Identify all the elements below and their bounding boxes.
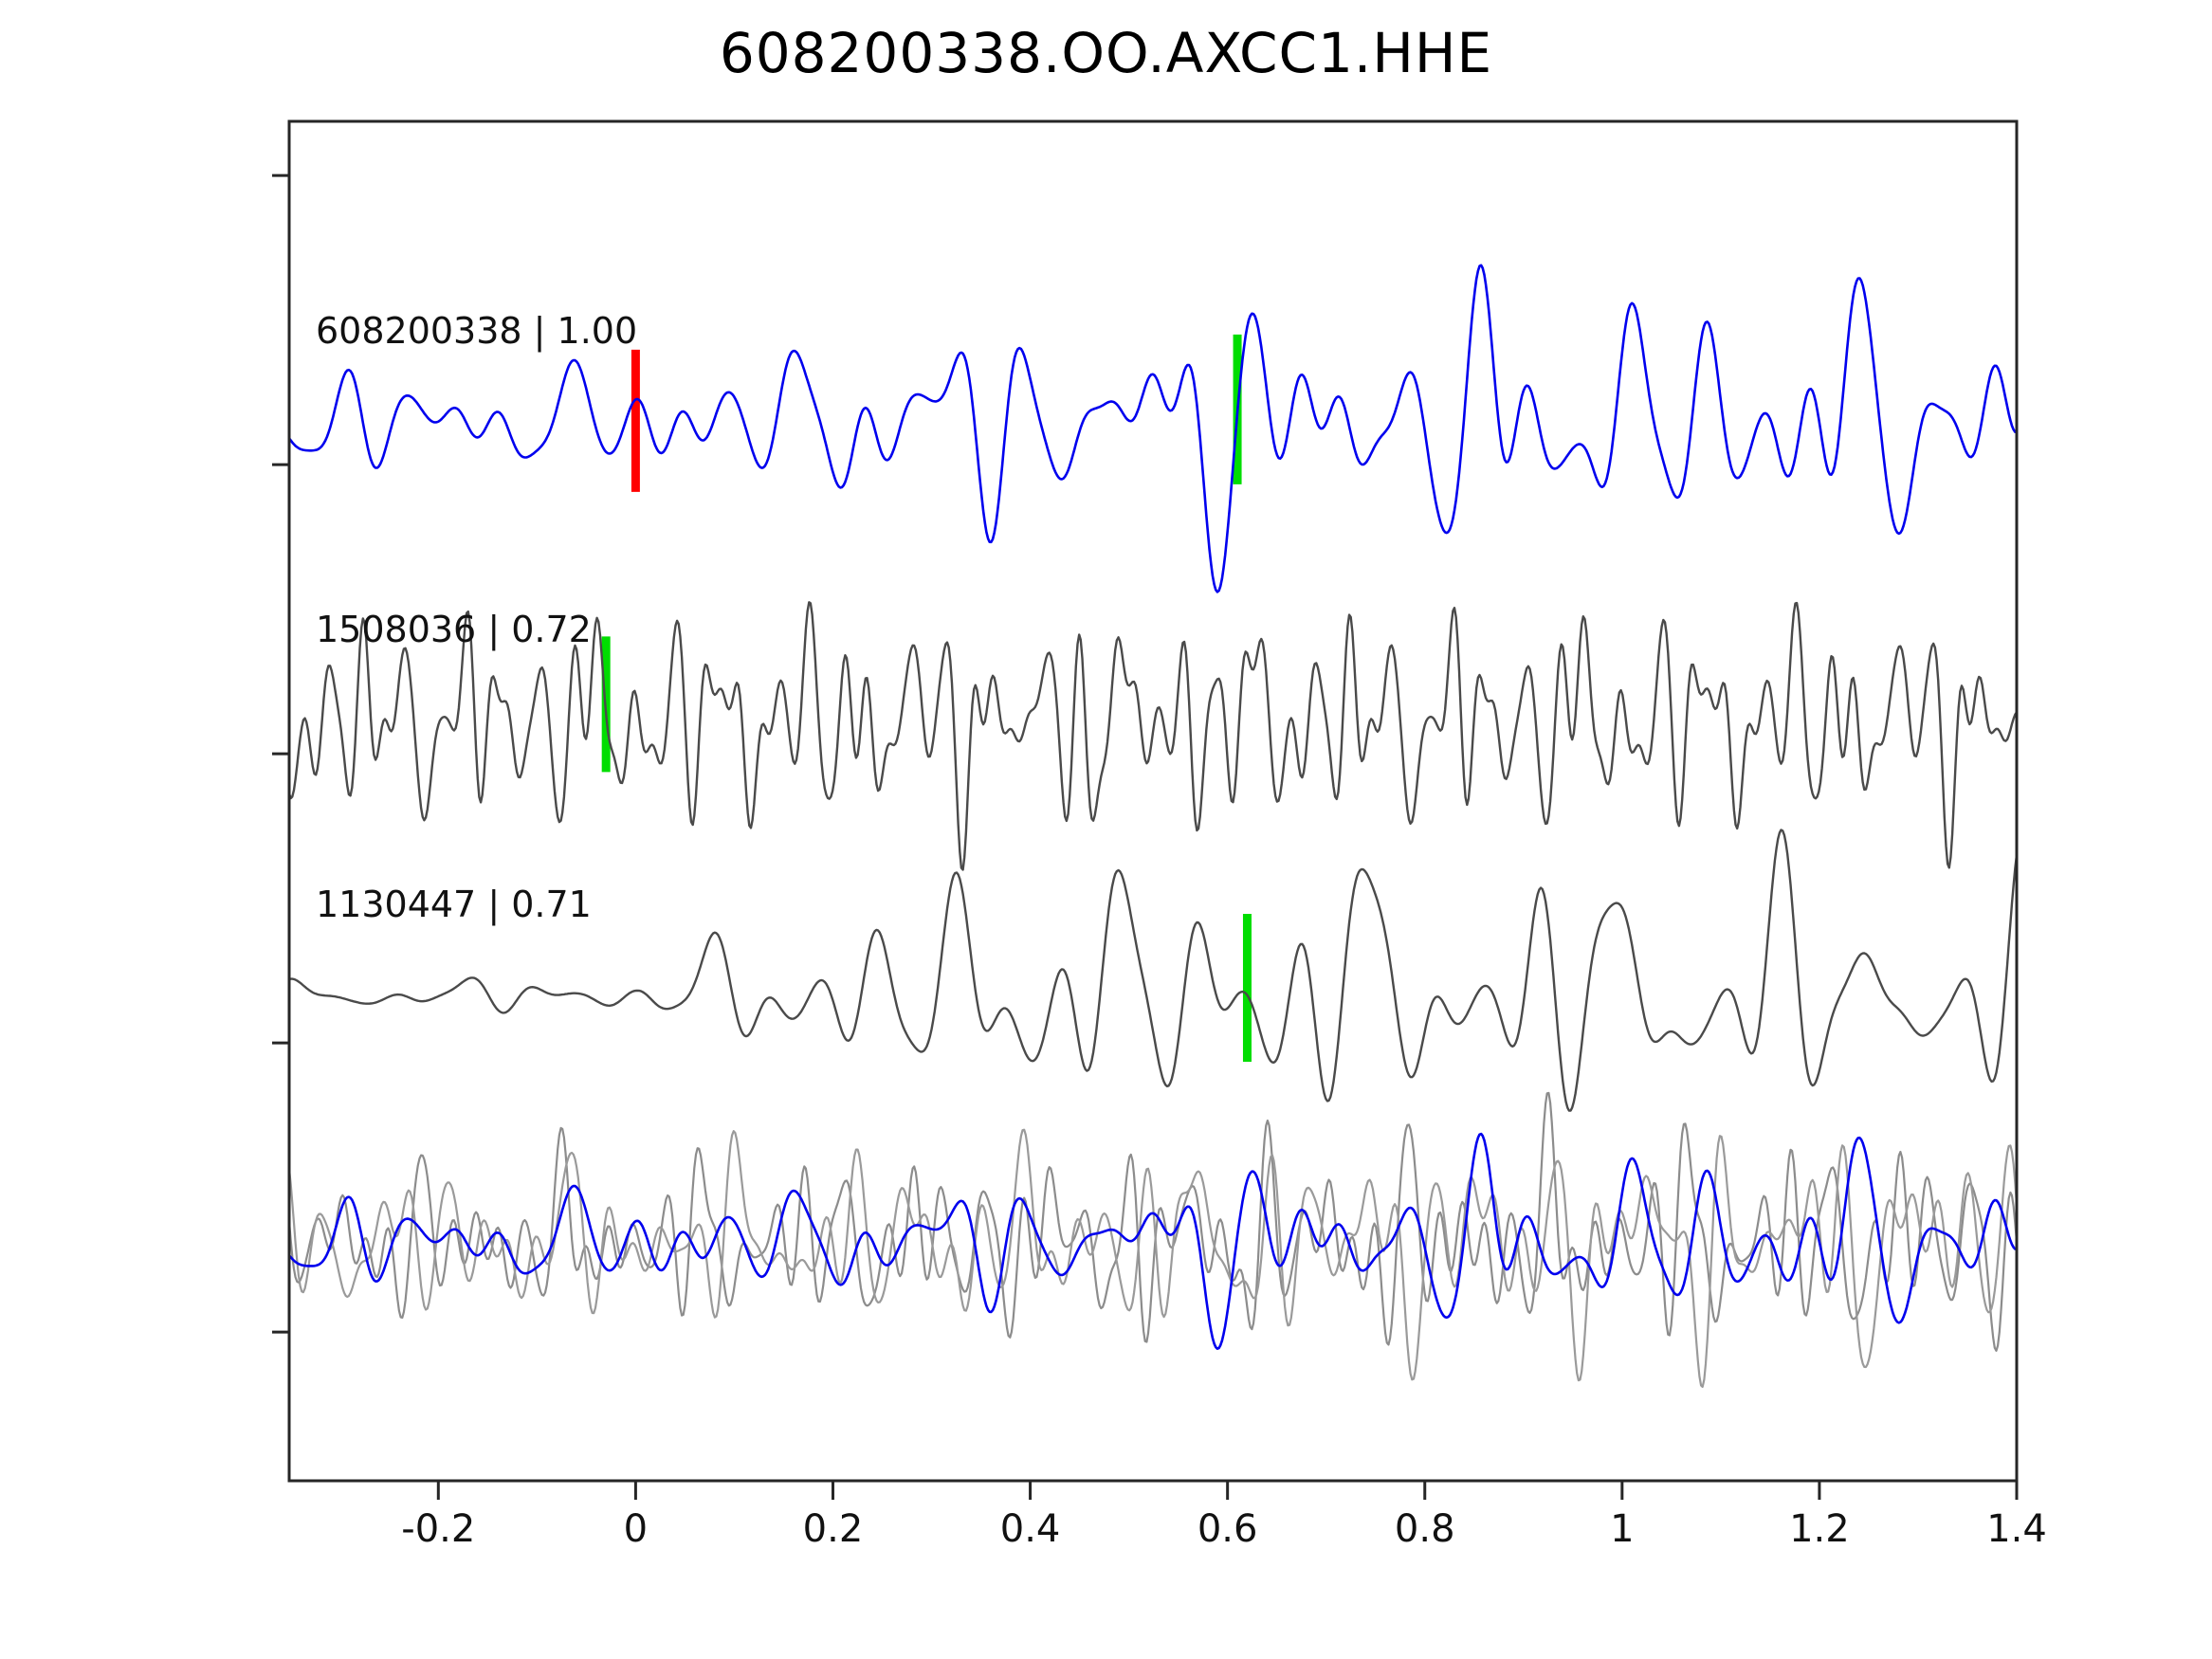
trace-label-1508036: 1508036 | 0.72	[316, 609, 592, 651]
axes-border	[287, 119, 2019, 1483]
waveform-608200338	[289, 264, 2017, 593]
x-tick-label: 0	[623, 1507, 649, 1551]
chart-title: 608200338.OO.AXCC1.HHE	[719, 21, 1493, 85]
waveform-1508036	[289, 601, 2017, 871]
trace-label-608200338: 608200338 | 1.00	[316, 309, 638, 352]
x-tick-label: 1.2	[1789, 1507, 1850, 1551]
x-tick-label: 0.2	[802, 1507, 864, 1551]
waveform-overlay-template-blue	[289, 1132, 2017, 1350]
x-tick-label: -0.2	[401, 1507, 476, 1551]
x-tick-label: 0.4	[999, 1507, 1061, 1551]
x-tick-label: 0.8	[1394, 1507, 1455, 1551]
x-tick-label: 0.6	[1197, 1507, 1258, 1551]
waveform-1130447	[289, 829, 2017, 1112]
x-tick-label: 1	[1610, 1507, 1635, 1551]
waveform-overlay-gray-2	[289, 1128, 2017, 1389]
x-tick-label: 1.4	[1986, 1507, 2047, 1551]
waveform-overlay-gray-1	[289, 1091, 2017, 1352]
trace-label-1130447: 1130447 | 0.71	[316, 884, 592, 926]
